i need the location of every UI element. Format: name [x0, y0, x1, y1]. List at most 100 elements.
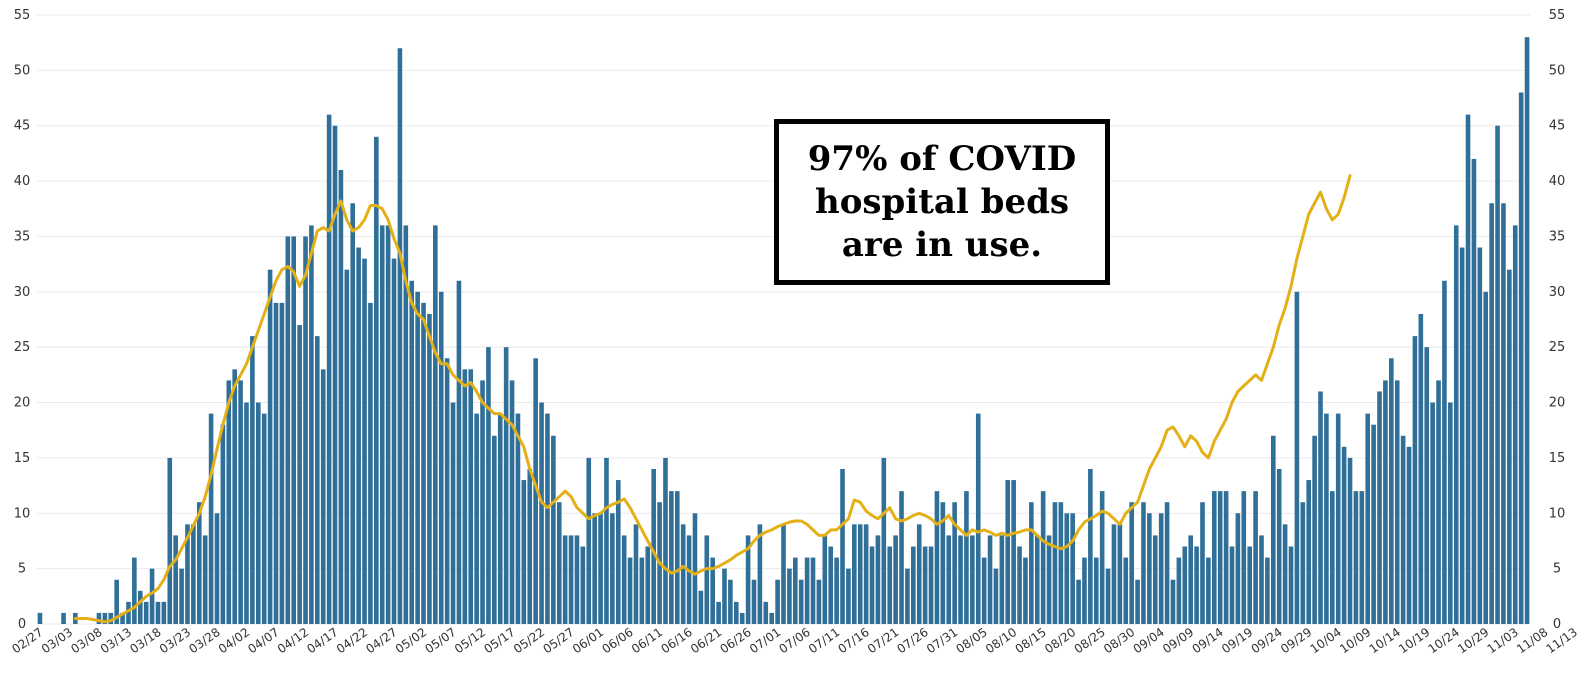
x-tick-label: 07/01 — [747, 625, 783, 656]
bar — [255, 402, 261, 624]
bar — [244, 402, 249, 624]
bar — [940, 502, 946, 624]
bar — [1377, 391, 1382, 624]
x-tick-label: 09/29 — [1278, 625, 1314, 656]
bar — [551, 435, 556, 624]
y-tick-label-left: 30 — [14, 285, 31, 300]
bar — [875, 535, 881, 624]
bar — [344, 269, 350, 624]
bar — [1453, 225, 1459, 624]
bar — [881, 457, 887, 624]
bar — [1341, 446, 1347, 624]
bar — [515, 413, 521, 624]
bar — [893, 535, 898, 624]
bar — [1412, 336, 1418, 624]
x-tick-label: 06/26 — [717, 625, 753, 656]
bar — [1058, 502, 1064, 624]
y-tick-label-left: 50 — [14, 63, 31, 78]
bar — [1206, 557, 1211, 624]
y-tick-label-left: 55 — [14, 8, 31, 23]
x-tick-label: 05/02 — [393, 625, 429, 656]
bar — [385, 225, 391, 624]
bar — [769, 612, 774, 624]
bar — [834, 557, 839, 624]
bar — [196, 502, 202, 624]
bar — [1241, 491, 1247, 624]
bar — [279, 302, 285, 624]
x-tick-label: 07/21 — [865, 625, 901, 656]
bar — [981, 557, 987, 624]
bar — [651, 468, 656, 624]
bar — [1312, 435, 1317, 624]
y-tick-label-right: 5 — [1553, 562, 1561, 577]
x-tick-label: 10/29 — [1455, 625, 1491, 656]
bar — [828, 546, 834, 624]
bar — [1141, 502, 1146, 624]
bar — [273, 302, 279, 624]
bar — [1353, 491, 1359, 624]
bar — [1495, 125, 1500, 625]
bar — [698, 590, 704, 624]
x-tick-label: 11/03 — [1485, 625, 1521, 656]
bar — [120, 612, 125, 624]
x-tick-label: 09/24 — [1249, 625, 1285, 656]
bar — [1448, 402, 1453, 624]
bar — [179, 568, 184, 624]
bar — [492, 435, 497, 624]
x-tick-label: 09/14 — [1190, 625, 1226, 656]
y-tick-label-left: 25 — [14, 340, 31, 355]
bar — [1200, 502, 1205, 624]
bar — [167, 457, 173, 624]
bar — [191, 524, 196, 624]
bar — [598, 513, 603, 624]
bar — [1211, 491, 1217, 624]
bar — [521, 480, 527, 624]
bar — [1017, 546, 1022, 624]
bar — [1330, 491, 1335, 624]
bar — [1259, 535, 1264, 624]
bar — [309, 225, 314, 624]
bar — [1524, 37, 1530, 625]
bar — [1011, 480, 1016, 624]
bar — [1123, 557, 1129, 624]
bar — [126, 601, 131, 624]
y-tick-label-right: 30 — [1549, 285, 1566, 300]
bar — [456, 280, 462, 624]
bar — [1477, 247, 1483, 624]
bar — [291, 236, 297, 625]
bar — [1406, 446, 1412, 624]
x-tick-label: 11/08 — [1514, 625, 1550, 656]
bar — [108, 612, 114, 624]
x-tick-label: 07/11 — [806, 625, 842, 656]
bar — [816, 579, 822, 624]
x-tick-label: 05/27 — [540, 625, 576, 656]
x-tick-label: 09/09 — [1160, 625, 1196, 656]
bar — [1235, 513, 1241, 624]
bar — [627, 557, 633, 624]
bar — [1023, 557, 1028, 624]
bar — [527, 468, 533, 624]
x-tick-label: 03/08 — [68, 625, 104, 656]
bar — [208, 413, 214, 624]
bar — [857, 524, 863, 624]
bar — [474, 413, 479, 624]
bar — [1170, 579, 1176, 624]
bar — [1029, 502, 1034, 624]
bar — [562, 535, 568, 624]
bar — [645, 546, 651, 624]
x-tick-label: 08/10 — [983, 625, 1019, 656]
bar — [1518, 92, 1524, 624]
x-tick-label: 10/04 — [1308, 625, 1344, 656]
bar — [1465, 114, 1471, 625]
y-tick-label-left: 5 — [18, 562, 26, 577]
y-tick-label-right: 50 — [1549, 63, 1566, 78]
bar — [220, 424, 226, 624]
x-tick-label: 08/20 — [1042, 625, 1078, 656]
x-tick-label: 06/16 — [658, 625, 694, 656]
x-tick-label: 05/12 — [452, 625, 488, 656]
bar — [356, 247, 361, 624]
bar — [379, 225, 385, 624]
x-tick-label: 03/18 — [127, 625, 163, 656]
bar — [745, 535, 751, 624]
